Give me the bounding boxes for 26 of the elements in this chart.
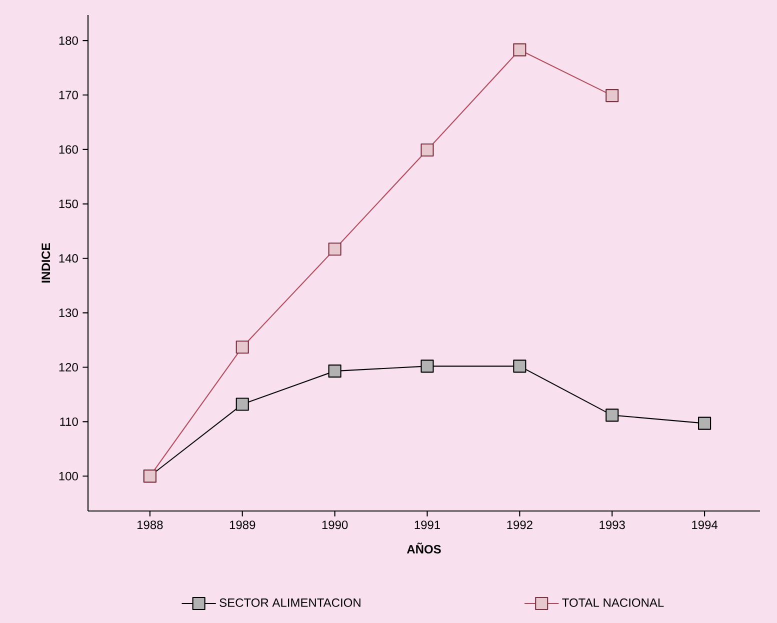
point — [513, 360, 526, 373]
x-tick-label: 1989 — [230, 520, 256, 530]
point — [698, 416, 712, 430]
point — [606, 408, 619, 422]
y-tick-label: 160 — [59, 145, 78, 154]
x-tick-label: 1990 — [322, 520, 348, 530]
legend-label: SECTOR ALIMENTACION — [220, 598, 360, 607]
legend-label: TOTAL NACIONAL — [562, 598, 664, 607]
y-axis-title: INDICE — [42, 243, 50, 283]
y-tick-label: 140 — [59, 254, 78, 263]
x-tick-label: 1994 — [692, 520, 718, 530]
x-tick-label: 1991 — [414, 520, 440, 530]
y-tick-label: 100 — [59, 472, 78, 480]
x-tick-label: 1992 — [507, 520, 532, 530]
y-tick-label: 180 — [59, 36, 78, 45]
x-tick-label: 1988 — [138, 520, 163, 530]
point — [236, 398, 249, 411]
y-tick-label: 110 — [60, 417, 78, 426]
point — [420, 360, 434, 373]
x-axis-title: AÑOS — [406, 542, 441, 554]
y-tick-label: 120 — [59, 362, 78, 372]
y-tick-label: 130 — [59, 308, 78, 318]
y-tick-label: 170 — [59, 90, 78, 100]
y-tick-label: 150 — [59, 200, 78, 208]
x-tick-label: 1993 — [600, 520, 625, 530]
point — [328, 364, 342, 378]
